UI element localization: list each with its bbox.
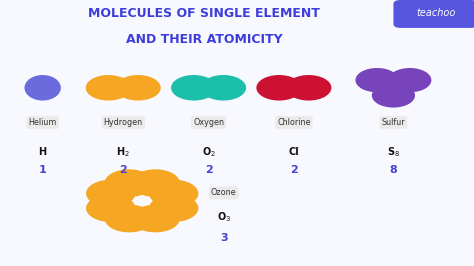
Ellipse shape (149, 180, 199, 207)
Text: O$_{2}$: O$_{2}$ (201, 145, 216, 159)
Ellipse shape (86, 75, 131, 101)
Ellipse shape (131, 169, 180, 197)
Text: 1: 1 (39, 165, 46, 175)
Text: Oxygen: Oxygen (193, 118, 224, 127)
Ellipse shape (171, 75, 217, 101)
Ellipse shape (201, 75, 246, 101)
Text: Cl: Cl (289, 147, 299, 157)
Text: Ozone: Ozone (211, 188, 237, 197)
Ellipse shape (86, 194, 135, 222)
Ellipse shape (104, 205, 154, 232)
Ellipse shape (372, 83, 415, 107)
Ellipse shape (356, 68, 399, 92)
Text: teachoo: teachoo (416, 8, 456, 18)
Ellipse shape (256, 75, 302, 101)
Text: 3: 3 (220, 233, 228, 243)
FancyBboxPatch shape (393, 0, 474, 28)
Text: H: H (38, 147, 47, 157)
Text: 2: 2 (119, 165, 127, 175)
Ellipse shape (388, 68, 431, 92)
Ellipse shape (286, 75, 331, 101)
Text: S$_{8}$: S$_{8}$ (387, 145, 400, 159)
Text: 2: 2 (205, 165, 212, 175)
Text: 8: 8 (390, 165, 397, 175)
Ellipse shape (149, 194, 199, 222)
Text: Sulfur: Sulfur (382, 118, 405, 127)
Ellipse shape (104, 169, 154, 197)
Text: Hydrogen: Hydrogen (104, 118, 143, 127)
Text: Chlorine: Chlorine (277, 118, 310, 127)
Ellipse shape (25, 75, 61, 101)
Text: 2: 2 (290, 165, 298, 175)
Ellipse shape (86, 180, 135, 207)
Text: O$_{3}$: O$_{3}$ (217, 210, 231, 224)
Text: Helium: Helium (28, 118, 57, 127)
Ellipse shape (115, 75, 161, 101)
Ellipse shape (131, 205, 180, 232)
Text: AND THEIR ATOMICITY: AND THEIR ATOMICITY (126, 33, 282, 46)
Text: MOLECULES OF SINGLE ELEMENT: MOLECULES OF SINGLE ELEMENT (88, 7, 320, 20)
Text: H$_{2}$: H$_{2}$ (116, 145, 130, 159)
